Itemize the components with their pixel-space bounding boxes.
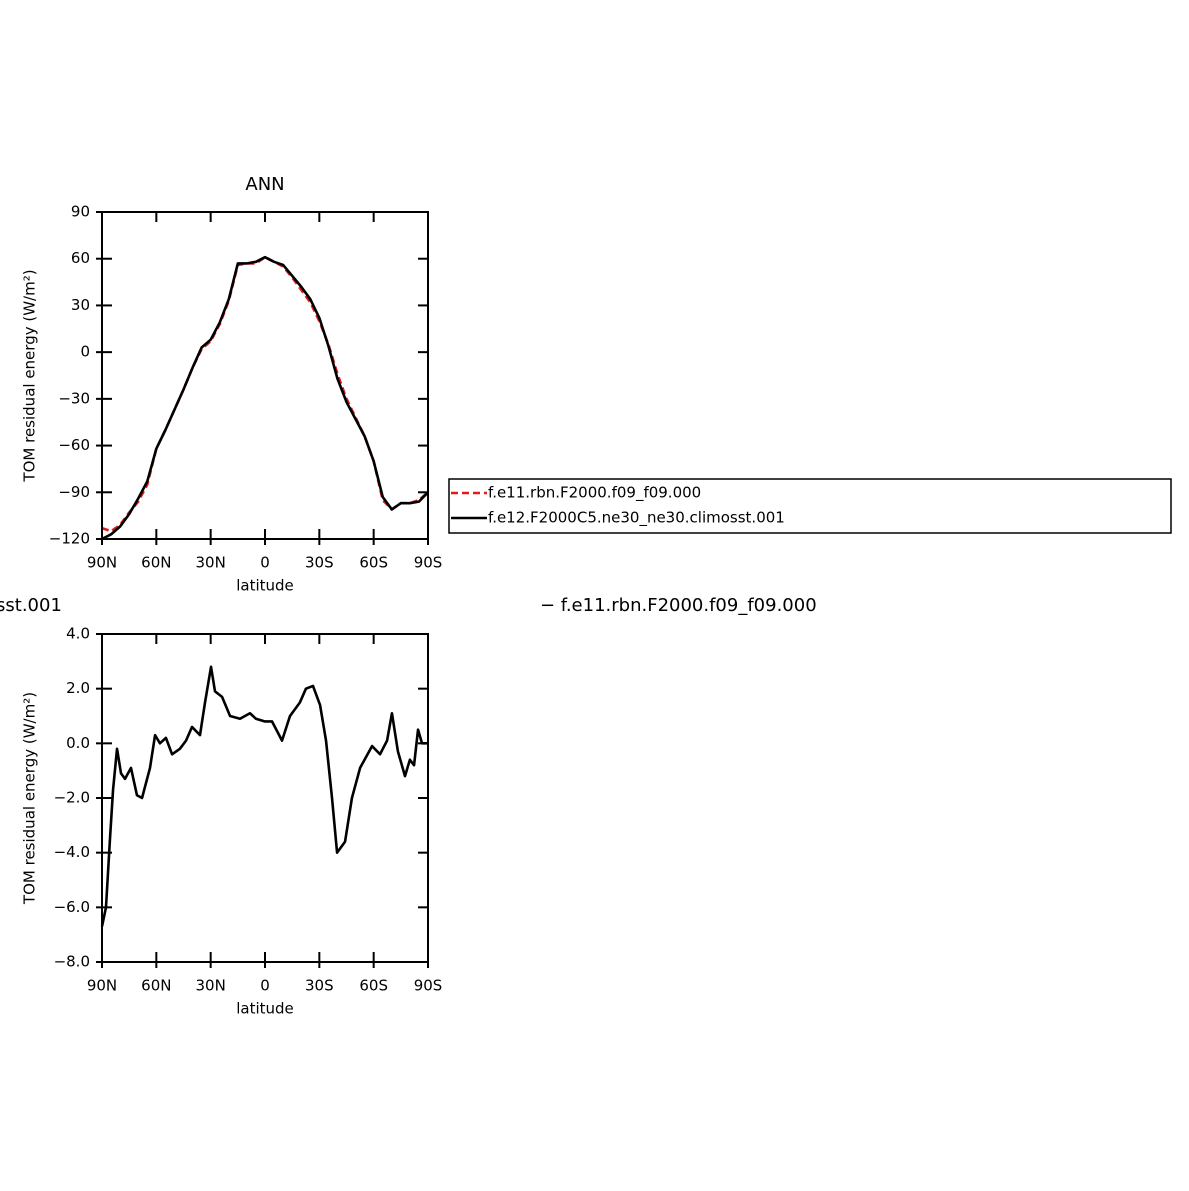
x-tick-label: 90N xyxy=(87,977,117,995)
y-tick-label: −120 xyxy=(49,530,90,548)
x-tick-label: 90N xyxy=(87,554,117,572)
x-tick-label: 30N xyxy=(196,977,226,995)
y-tick-label: −90 xyxy=(58,483,90,501)
y-tick-label: 0.0 xyxy=(66,734,90,752)
x-axis-label: latitude xyxy=(236,1000,294,1018)
y-tick-label: 4.0 xyxy=(66,625,90,643)
data-line xyxy=(100,665,428,927)
y-tick-label: −4.0 xyxy=(54,843,90,861)
y-tick-label: 0 xyxy=(80,343,90,361)
x-tick-label: 60N xyxy=(141,554,171,572)
y-tick-label: −60 xyxy=(58,436,90,454)
y-tick-label: −30 xyxy=(58,389,90,407)
y-tick-label: 90 xyxy=(71,203,90,221)
y-axis-label: TOM residual energy (W/m²) xyxy=(21,692,39,905)
y-tick-label: −6.0 xyxy=(54,898,90,916)
x-tick-label: 0 xyxy=(260,977,270,995)
y-tick-label: 2.0 xyxy=(66,679,90,697)
legend-box xyxy=(448,478,1172,534)
y-tick-label: −8.0 xyxy=(54,953,90,971)
chart-title: ANN xyxy=(245,174,284,195)
x-tick-label: 30S xyxy=(305,977,334,995)
x-tick-label: 90S xyxy=(414,554,443,572)
x-tick-label: 30S xyxy=(305,554,334,572)
chart-title-fragment: − f.e11.rbn.F2000.f09_f09.000 xyxy=(540,595,817,616)
x-tick-label: 30N xyxy=(196,554,226,572)
x-tick-label: 60S xyxy=(359,977,388,995)
x-axis-label: latitude xyxy=(236,577,294,595)
y-tick-label: 60 xyxy=(71,249,90,267)
y-axis-label: TOM residual energy (W/m²) xyxy=(21,269,39,482)
x-tick-label: 0 xyxy=(260,554,270,572)
legend-label: f.e12.F2000C5.ne30_ne30.climosst.001 xyxy=(488,509,785,528)
y-tick-label: −2.0 xyxy=(54,789,90,807)
y-tick-label: 30 xyxy=(71,296,90,314)
x-tick-label: 60S xyxy=(359,554,388,572)
chart-title-fragment: sst.001 xyxy=(0,595,62,616)
data-line xyxy=(101,255,429,541)
x-tick-label: 60N xyxy=(141,977,171,995)
x-tick-label: 90S xyxy=(414,977,443,995)
legend-label: f.e11.rbn.F2000.f09_f09.000 xyxy=(488,484,701,503)
